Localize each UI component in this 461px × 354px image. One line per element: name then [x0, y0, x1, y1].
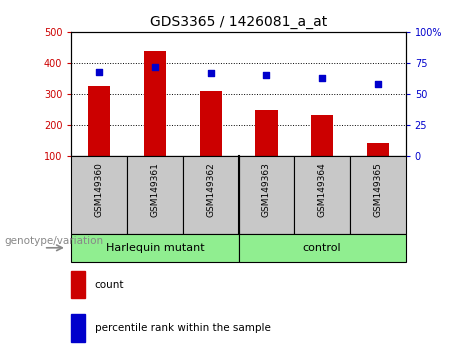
Text: count: count [95, 280, 124, 290]
Bar [71, 156, 127, 234]
Text: GSM149363: GSM149363 [262, 162, 271, 217]
Title: GDS3365 / 1426081_a_at: GDS3365 / 1426081_a_at [150, 16, 327, 29]
Text: GSM149361: GSM149361 [150, 162, 160, 217]
Point [319, 75, 326, 80]
Bar [350, 156, 406, 234]
Text: control: control [303, 243, 342, 253]
Bar [127, 156, 183, 234]
Point [374, 81, 382, 87]
Text: Harlequin mutant: Harlequin mutant [106, 243, 204, 253]
Bar [144, 51, 166, 156]
Bar [200, 91, 222, 156]
Bar [294, 156, 350, 234]
Text: GSM149364: GSM149364 [318, 162, 327, 217]
Point [151, 64, 159, 69]
Bar [183, 156, 238, 234]
Bar [238, 234, 406, 262]
Bar [71, 314, 85, 342]
Text: genotype/variation: genotype/variation [5, 236, 104, 246]
Bar [255, 110, 278, 156]
Bar [238, 156, 294, 234]
Point [207, 70, 214, 76]
Text: GSM149360: GSM149360 [95, 162, 104, 217]
Point [263, 73, 270, 78]
Bar [88, 86, 111, 156]
Bar [311, 115, 333, 156]
Text: percentile rank within the sample: percentile rank within the sample [95, 323, 271, 333]
Bar [366, 143, 389, 156]
Text: GSM149362: GSM149362 [206, 162, 215, 217]
Point [95, 69, 103, 74]
Bar [71, 271, 85, 298]
Bar [71, 234, 239, 262]
Text: GSM149365: GSM149365 [373, 162, 382, 217]
